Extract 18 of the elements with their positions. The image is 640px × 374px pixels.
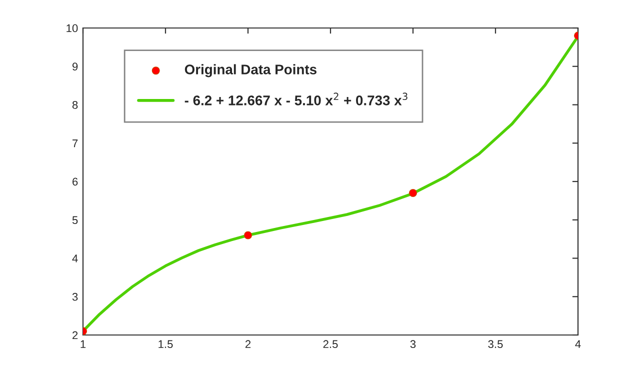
x-tick-label: 4 xyxy=(575,340,581,348)
x-tick-label: 1.5 xyxy=(158,340,173,348)
x-tick-label: 3.5 xyxy=(488,340,503,348)
y-tick-label: 7 xyxy=(72,140,78,148)
y-tick-label: 6 xyxy=(72,178,78,186)
y-tick-label: 8 xyxy=(72,101,78,109)
legend-label: - 6.2 + 12.667 x - 5.10 x$^{2}$ + 0.733 x$^{3}$ xyxy=(184,92,408,106)
x-tick-label: 1 xyxy=(80,340,86,348)
x-tick-label: 2.5 xyxy=(323,340,338,348)
y-tick-label: 9 xyxy=(72,62,78,71)
y-tick-label: 10 xyxy=(66,24,78,32)
y-tick-label: 2 xyxy=(72,331,78,340)
y-tick-label: 5 xyxy=(72,216,78,224)
legend-label: Original Data Points xyxy=(184,64,316,78)
x-tick-label: 3 xyxy=(410,340,416,348)
y-tick-label: 4 xyxy=(72,254,78,262)
y-tick-label: 3 xyxy=(72,292,78,301)
x-tick-label: 2 xyxy=(245,340,251,348)
